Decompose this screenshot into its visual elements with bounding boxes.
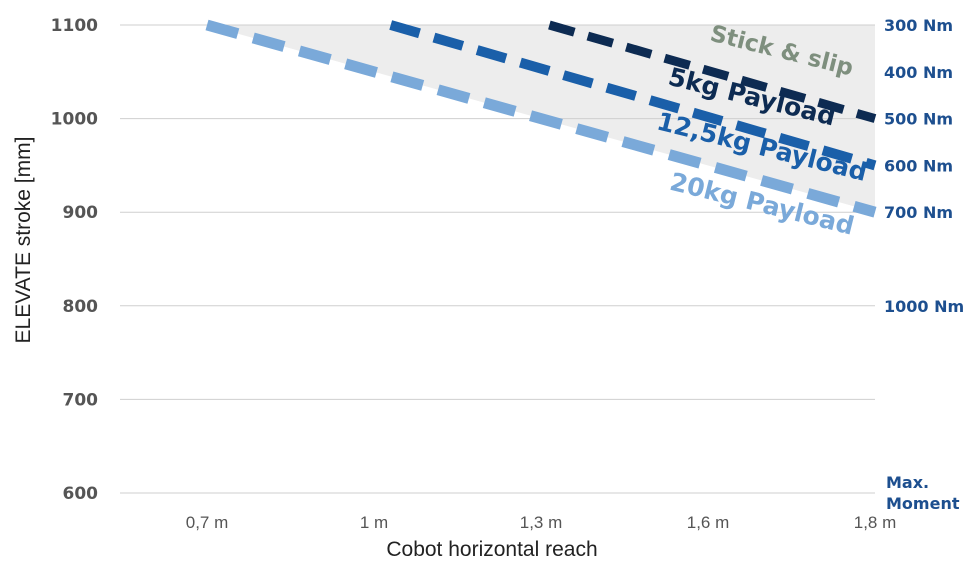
y-tick-0: 1100 [51, 16, 98, 36]
moment-label-0: 300 Nm [884, 16, 953, 35]
moment-title-line1: Max. [886, 473, 929, 492]
moment-labels: 300 Nm 400 Nm 500 Nm 600 Nm 700 Nm 1000 Nm [884, 16, 964, 316]
moment-title-line2: Moment [886, 494, 960, 513]
x-tick-3: 1,6 m [687, 513, 730, 532]
series-line-1 [389, 20, 877, 171]
y-tick-5: 600 [63, 484, 99, 504]
x-tick-labels: 0,7 m 1 m 1,3 m 1,6 m 1,8 m [186, 513, 897, 532]
x-tick-4: 1,8 m [854, 513, 897, 532]
moment-label-1: 400 Nm [884, 63, 953, 82]
series-lines [205, 19, 877, 218]
x-tick-1: 1 m [360, 513, 388, 532]
y-tick-labels: 1100 1000 900 800 700 600 [51, 16, 98, 504]
y-tick-1: 1000 [51, 110, 98, 130]
series-line-2 [205, 19, 877, 218]
x-axis-title: Cobot horizontal reach [386, 538, 597, 561]
x-tick-2: 1,3 m [520, 513, 563, 532]
moment-label-3: 600 Nm [884, 156, 953, 175]
gridlines [120, 24, 875, 494]
moment-label-5: 1000 Nm [884, 297, 964, 316]
y-tick-2: 900 [63, 203, 99, 223]
y-tick-4: 700 [63, 390, 99, 410]
y-tick-3: 800 [63, 297, 99, 317]
series-line-0 [548, 20, 877, 123]
y-axis-title: ELEVATE stroke [mm] [12, 137, 35, 344]
x-tick-0: 0,7 m [186, 513, 229, 532]
moment-label-4: 700 Nm [884, 203, 953, 222]
moment-label-2: 500 Nm [884, 110, 953, 129]
